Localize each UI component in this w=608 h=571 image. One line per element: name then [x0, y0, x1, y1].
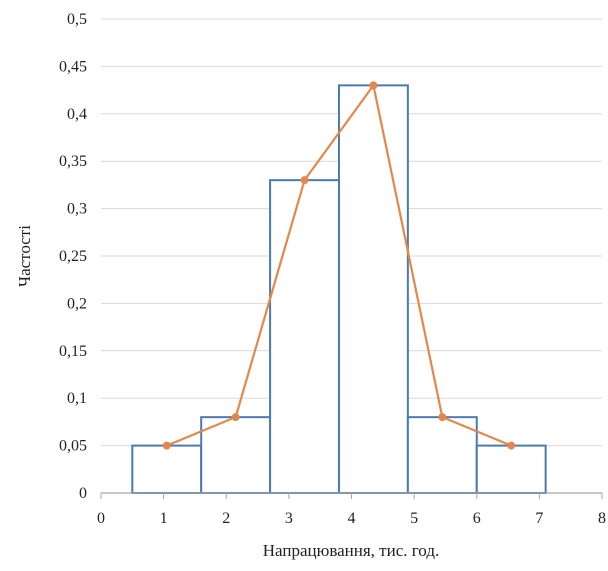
x-tick-label: 8 [598, 510, 606, 527]
y-tick-label: 0,15 [59, 343, 87, 360]
frequency-polygon-point [369, 81, 378, 90]
x-tick-label: 1 [160, 510, 168, 527]
x-tick-label: 4 [348, 510, 356, 527]
y-tick-label: 0,4 [67, 106, 87, 123]
histogram-bar [131, 444, 203, 495]
y-axis-title: Частості [15, 225, 34, 287]
axes [100, 492, 603, 499]
y-tick-labels: 0 0,05 0,1 0,15 0,2 0,25 0,3 0,35 0,4 0,45 0,5 [59, 11, 87, 502]
y-tick-label: 0,35 [59, 153, 87, 170]
x-tick-label: 7 [535, 510, 543, 527]
y-tick-label: 0,45 [59, 58, 87, 75]
y-tick-label: 0,1 [67, 390, 87, 407]
x-tick-label: 6 [473, 510, 481, 527]
x-tick-label: 0 [97, 510, 105, 527]
x-tick-label: 2 [222, 510, 230, 527]
histogram-bar [337, 84, 409, 495]
y-tick-label: 0,05 [59, 438, 87, 455]
frequency-polygon [162, 81, 516, 450]
histogram-bars [131, 84, 547, 495]
y-tick-label: 0,5 [67, 11, 87, 28]
histogram-bar [200, 416, 272, 494]
histogram-bar [406, 416, 478, 494]
histogram-bar [269, 179, 340, 494]
x-axis-title: Напрацювання, тис. год. [263, 541, 439, 560]
histogram-bar [475, 444, 547, 495]
y-tick-label: 0,25 [59, 248, 87, 265]
frequency-polygon-point [438, 413, 447, 422]
frequency-polygon-point [507, 441, 516, 450]
y-tick-label: 0,2 [67, 295, 87, 312]
frequency-polygon-line [166, 84, 512, 447]
x-tick-labels: 0 1 2 3 4 5 6 7 8 [97, 510, 606, 527]
x-tick-label: 3 [285, 510, 293, 527]
y-tick-label: 0 [79, 485, 87, 502]
x-tick-label: 5 [410, 510, 418, 527]
frequency-polygon-point [162, 441, 171, 450]
y-tick-label: 0,3 [67, 201, 87, 218]
frequency-polygon-point [231, 413, 240, 422]
frequency-polygon-point [300, 176, 309, 185]
